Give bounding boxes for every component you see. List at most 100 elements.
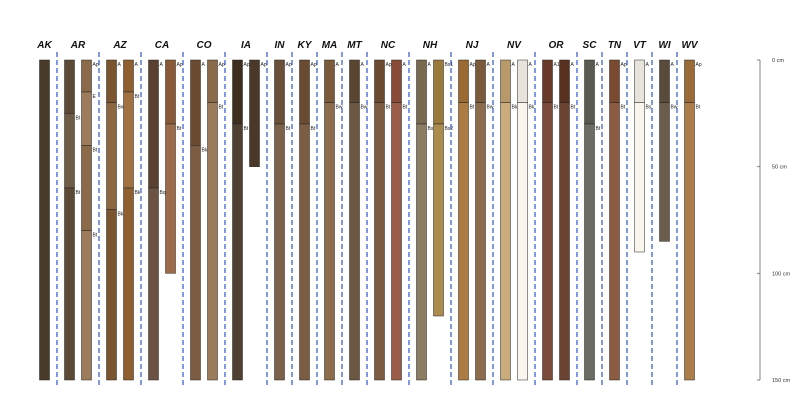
horizon-nc-0-1 xyxy=(374,102,385,381)
group-label-sc: SC xyxy=(583,40,598,51)
horizon-label: Bs2 xyxy=(445,126,454,132)
horizon-label: Ap xyxy=(261,62,267,68)
horizon-ky-0-0 xyxy=(299,59,310,125)
group-label-wv: WV xyxy=(681,40,698,51)
horizon-mt-0-1 xyxy=(349,102,360,381)
group-label-in: IN xyxy=(275,40,286,51)
horizon-label: Bq xyxy=(160,190,166,196)
horizon-label: Bt xyxy=(311,126,316,132)
horizon-label: Ap xyxy=(177,62,183,68)
horizon-ar-1-1 xyxy=(81,91,92,146)
horizon-tn-0-0 xyxy=(609,59,620,103)
depth-tick-label: 0 cm xyxy=(772,58,784,64)
group-label-nv: NV xyxy=(507,40,522,51)
horizon-wi-0-0 xyxy=(659,59,670,103)
horizon-nh-0-0 xyxy=(416,59,427,125)
horizon-label: Bk xyxy=(202,147,208,153)
horizon-label: Bt xyxy=(696,105,701,111)
group-label-nc: NC xyxy=(381,40,396,51)
horizon-ma-0-1 xyxy=(324,102,335,381)
horizon-wv-0-1 xyxy=(684,102,695,381)
horizon-ca-0-1 xyxy=(148,187,159,381)
horizon-label: A xyxy=(571,62,575,68)
horizon-nh-1-1 xyxy=(433,123,444,317)
horizon-ca-1-0 xyxy=(165,59,176,125)
horizon-label: Bt xyxy=(286,126,291,132)
horizon-nc-0-0 xyxy=(374,59,385,103)
horizon-label: Bt xyxy=(76,190,81,196)
horizon-label: Bw xyxy=(487,105,494,111)
horizon-nj-1-1 xyxy=(475,102,486,381)
horizon-label: Bk xyxy=(118,211,124,217)
horizon-ky-0-1 xyxy=(299,123,310,381)
horizon-label: Bt xyxy=(554,105,559,111)
group-label-ar: AR xyxy=(70,40,86,51)
horizon-label: Bt xyxy=(135,94,140,100)
horizon-co-0-0 xyxy=(190,59,201,146)
horizon-ca-1-1 xyxy=(165,123,176,274)
horizon-label: A xyxy=(403,62,407,68)
horizon-az-0-0 xyxy=(106,59,117,103)
horizon-label: Ap xyxy=(286,62,292,68)
horizon-az-1-2 xyxy=(123,187,134,381)
horizon-nh-1-0 xyxy=(433,59,444,125)
group-labels-layer: AK AR AZ CA CO IA IN KY MA MT NC NH NJ NV OR SC TN VT WI WV xyxy=(36,40,699,51)
horizon-ak-0-0 xyxy=(39,59,50,381)
horizon-label: A1 xyxy=(554,62,560,68)
horizon-label: A xyxy=(336,62,340,68)
horizon-wi-0-1 xyxy=(659,102,670,242)
horizon-nv-0-1 xyxy=(500,102,511,381)
horizon-or-0-0 xyxy=(542,59,553,103)
depth-tick-label: 150 cm xyxy=(772,378,790,384)
group-label-ma: MA xyxy=(322,40,338,51)
horizon-label: A xyxy=(202,62,206,68)
horizon-ca-0-0 xyxy=(148,59,159,189)
dividers-layer xyxy=(56,52,678,388)
horizon-mt-0-0 xyxy=(349,59,360,103)
horizon-label: Bt xyxy=(219,105,224,111)
horizon-label: Bk xyxy=(512,105,518,111)
horizon-label: Bt xyxy=(93,233,98,239)
horizon-or-1-0 xyxy=(559,59,570,103)
horizon-label: A xyxy=(596,62,600,68)
horizon-az-0-2 xyxy=(106,209,117,381)
horizon-wv-0-0 xyxy=(684,59,695,103)
horizon-label: A xyxy=(529,62,533,68)
horizon-label: A xyxy=(135,62,139,68)
horizon-label: A xyxy=(361,62,365,68)
horizon-tn-0-1 xyxy=(609,102,620,381)
horizon-sc-0-1 xyxy=(584,123,595,381)
horizon-label: Bt xyxy=(177,126,182,132)
horizon-nh-0-1 xyxy=(416,123,427,381)
group-label-vt: VT xyxy=(633,40,647,51)
horizon-ar-1-3 xyxy=(81,230,92,381)
horizon-label: Bt xyxy=(93,147,98,153)
horizon-label: Bw xyxy=(671,105,678,111)
horizon-label: Ap xyxy=(311,62,317,68)
group-label-az: AZ xyxy=(112,40,127,51)
group-label-mt: MT xyxy=(347,40,362,51)
group-label-ky: KY xyxy=(298,40,313,51)
horizon-ma-0-0 xyxy=(324,59,335,103)
depth-axis: 0 cm 50 cm 100 cm 150 cm xyxy=(757,58,790,384)
horizon-label: A xyxy=(428,62,432,68)
group-label-ak: AK xyxy=(36,40,52,51)
horizon-or-1-1 xyxy=(559,102,570,381)
horizon-label: Bs xyxy=(428,126,434,132)
horizon-label: Bw xyxy=(361,105,368,111)
group-label-ia: IA xyxy=(241,40,251,51)
horizon-label: Bs xyxy=(646,105,652,111)
horizon-label: Bt xyxy=(621,105,626,111)
horizon-label: A xyxy=(512,62,516,68)
horizon-label: Ap xyxy=(470,62,476,68)
horizon-co-1-1 xyxy=(207,102,218,381)
horizon-nv-1-0 xyxy=(517,59,528,103)
horizon-label: A xyxy=(118,62,122,68)
horizon-label: Bt xyxy=(76,115,81,121)
depth-tick-label: 50 cm xyxy=(772,165,787,171)
horizon-ar-0-2 xyxy=(64,187,75,381)
horizon-label: Bt xyxy=(403,105,408,111)
horizon-label: A xyxy=(671,62,675,68)
horizon-label: E xyxy=(93,94,97,100)
